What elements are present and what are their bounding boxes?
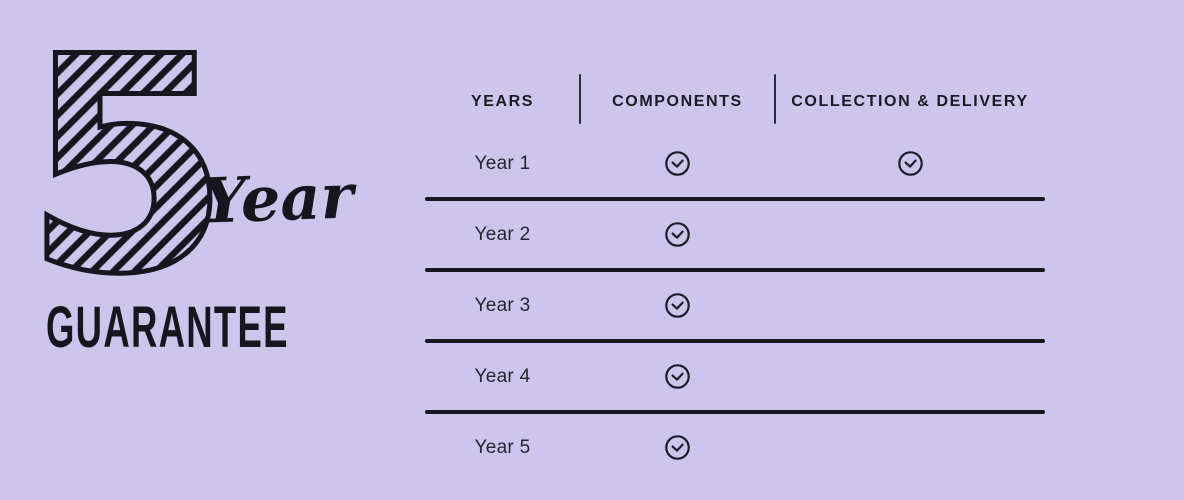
year-label: Year 1: [474, 152, 531, 174]
five-numeral: 5: [26, 30, 226, 278]
year-label: Year 5: [474, 436, 531, 458]
collection-delivery-cell: [775, 150, 1045, 177]
row-separator: [425, 197, 1045, 201]
header-divider: [579, 74, 581, 124]
table-row: Year 4: [425, 343, 1045, 410]
check-circle-icon: [665, 222, 690, 247]
check-circle-icon: [665, 435, 690, 460]
components-cell: [580, 221, 775, 248]
guarantee-badge: 5 Year GUARANTEE: [0, 0, 400, 500]
components-cell: [580, 363, 775, 390]
header-divider: [774, 74, 776, 124]
column-header-components: COMPONENTS: [612, 93, 743, 110]
check-circle-icon: [897, 151, 923, 176]
year-label: Year 3: [474, 294, 531, 316]
components-cell: [580, 292, 775, 319]
table-header: YEARS COMPONENTS COLLECTION & DELIVERY: [425, 74, 1045, 130]
row-separator: [425, 339, 1045, 343]
badge-title: GUARANTEE: [46, 295, 289, 360]
row-separator: [425, 410, 1045, 414]
guarantee-table: YEARS COMPONENTS COLLECTION & DELIVERY Y…: [425, 74, 1045, 481]
badge-script-word: Year: [200, 159, 355, 238]
components-cell: [580, 434, 775, 461]
components-cell: [580, 150, 775, 177]
table-row: Year 5: [425, 414, 1045, 481]
table-row: Year 2: [425, 201, 1045, 268]
year-label: Year 2: [474, 223, 531, 245]
five-numeral-graphic: 5: [26, 30, 226, 278]
check-circle-icon: [665, 364, 690, 389]
column-header-years: YEARS: [470, 93, 535, 110]
check-circle-icon: [665, 151, 690, 176]
check-circle-icon: [665, 293, 690, 318]
table-row: Year 3: [425, 272, 1045, 339]
row-separator: [425, 268, 1045, 272]
column-header-collection-delivery: COLLECTION & DELIVERY: [791, 93, 1029, 110]
table-row: Year 1: [425, 130, 1045, 197]
year-label: Year 4: [474, 365, 531, 387]
